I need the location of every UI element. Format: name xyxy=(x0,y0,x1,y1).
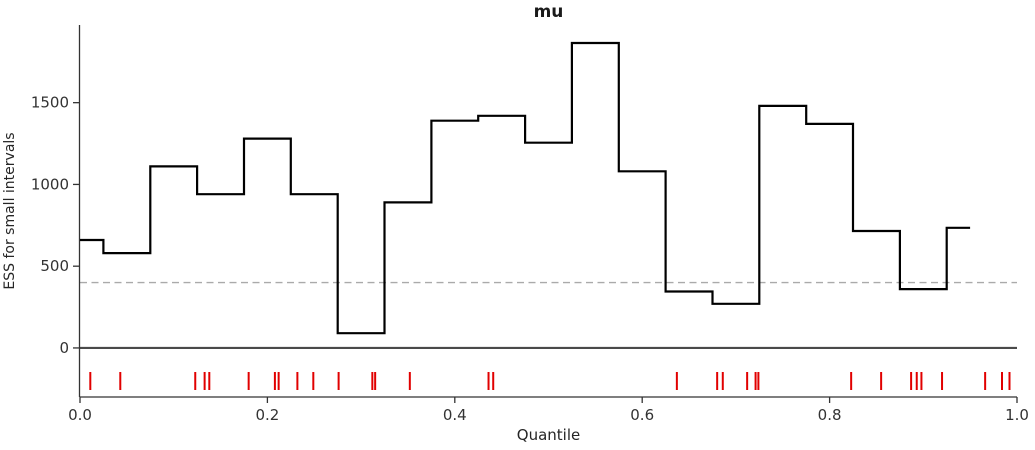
x-tick-label: 0.0 xyxy=(68,406,92,424)
x-tick-label: 0.6 xyxy=(630,406,654,424)
x-tick-label: 0.2 xyxy=(255,406,279,424)
x-axis-label: Quantile xyxy=(516,426,581,444)
x-tick-label: 0.4 xyxy=(443,406,467,424)
y-tick-label: 0 xyxy=(59,339,69,357)
y-tick-label: 1000 xyxy=(31,175,69,193)
x-tick-label: 1.0 xyxy=(1005,406,1029,424)
x-tick-label: 0.8 xyxy=(818,406,842,424)
ess-step-line xyxy=(80,41,971,335)
plot-title: mu xyxy=(533,2,564,22)
y-tick-label: 1500 xyxy=(31,94,69,112)
y-tick-label: 500 xyxy=(40,257,69,275)
